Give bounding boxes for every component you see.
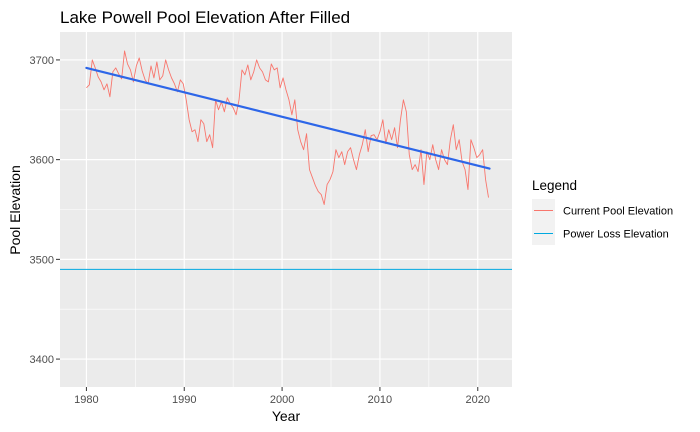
- x-tick-label: 2010: [368, 394, 392, 406]
- legend-title: Legend: [532, 178, 577, 193]
- y-axis-label: Pool Elevation: [7, 165, 23, 255]
- x-tick-label: 2000: [270, 394, 294, 406]
- x-axis-label: Year: [272, 408, 301, 424]
- chart-title: Lake Powell Pool Elevation After Filled: [60, 8, 350, 27]
- legend-entries: Current Pool Elevation Power Loss Elevati…: [532, 199, 673, 245]
- axis-ticks: [56, 59, 479, 391]
- y-tick-label: 3600: [30, 155, 54, 167]
- x-tick-label: 1990: [172, 394, 196, 406]
- legend-entry-label: Power Loss Elevation: [563, 229, 669, 241]
- grid-minor: [60, 32, 512, 387]
- series-layer: [60, 50, 512, 270]
- y-tick-label: 3700: [30, 55, 54, 67]
- legend-entry-label: Current Pool Elevation: [563, 206, 673, 218]
- y-tick-label: 3400: [30, 354, 54, 366]
- y-tick-label: 3500: [30, 254, 54, 266]
- trend-line: [85, 66, 491, 170]
- x-tick-label: 2020: [466, 394, 490, 406]
- series-line-current-pool-elevation: [86, 50, 489, 205]
- x-tick-label: 1980: [74, 394, 98, 406]
- tick-labels: 1980 1990 2000 2010 2020 3400 3500 3600 3700: [30, 55, 490, 406]
- legend: Legend Current Pool Elevation Power Loss …: [532, 178, 673, 245]
